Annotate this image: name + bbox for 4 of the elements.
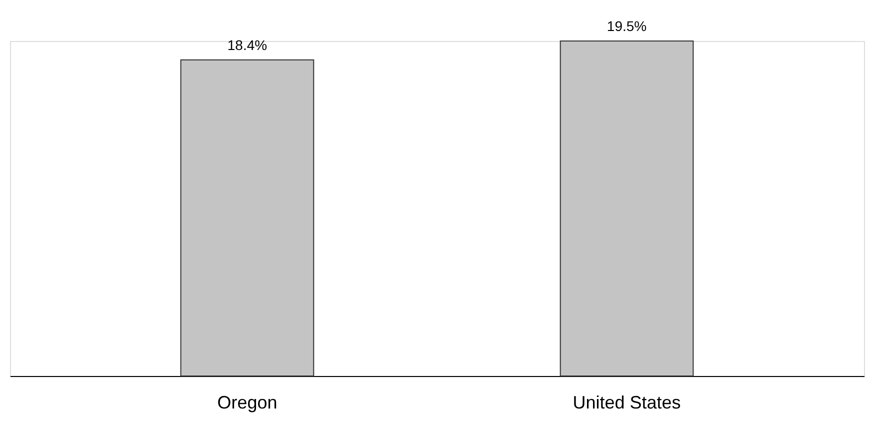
data-label: 18.4% bbox=[227, 36, 268, 53]
data-label: 19.5% bbox=[606, 18, 647, 34]
x-tick-label: United States bbox=[572, 392, 681, 412]
x-tick-label: Oregon bbox=[217, 392, 278, 412]
